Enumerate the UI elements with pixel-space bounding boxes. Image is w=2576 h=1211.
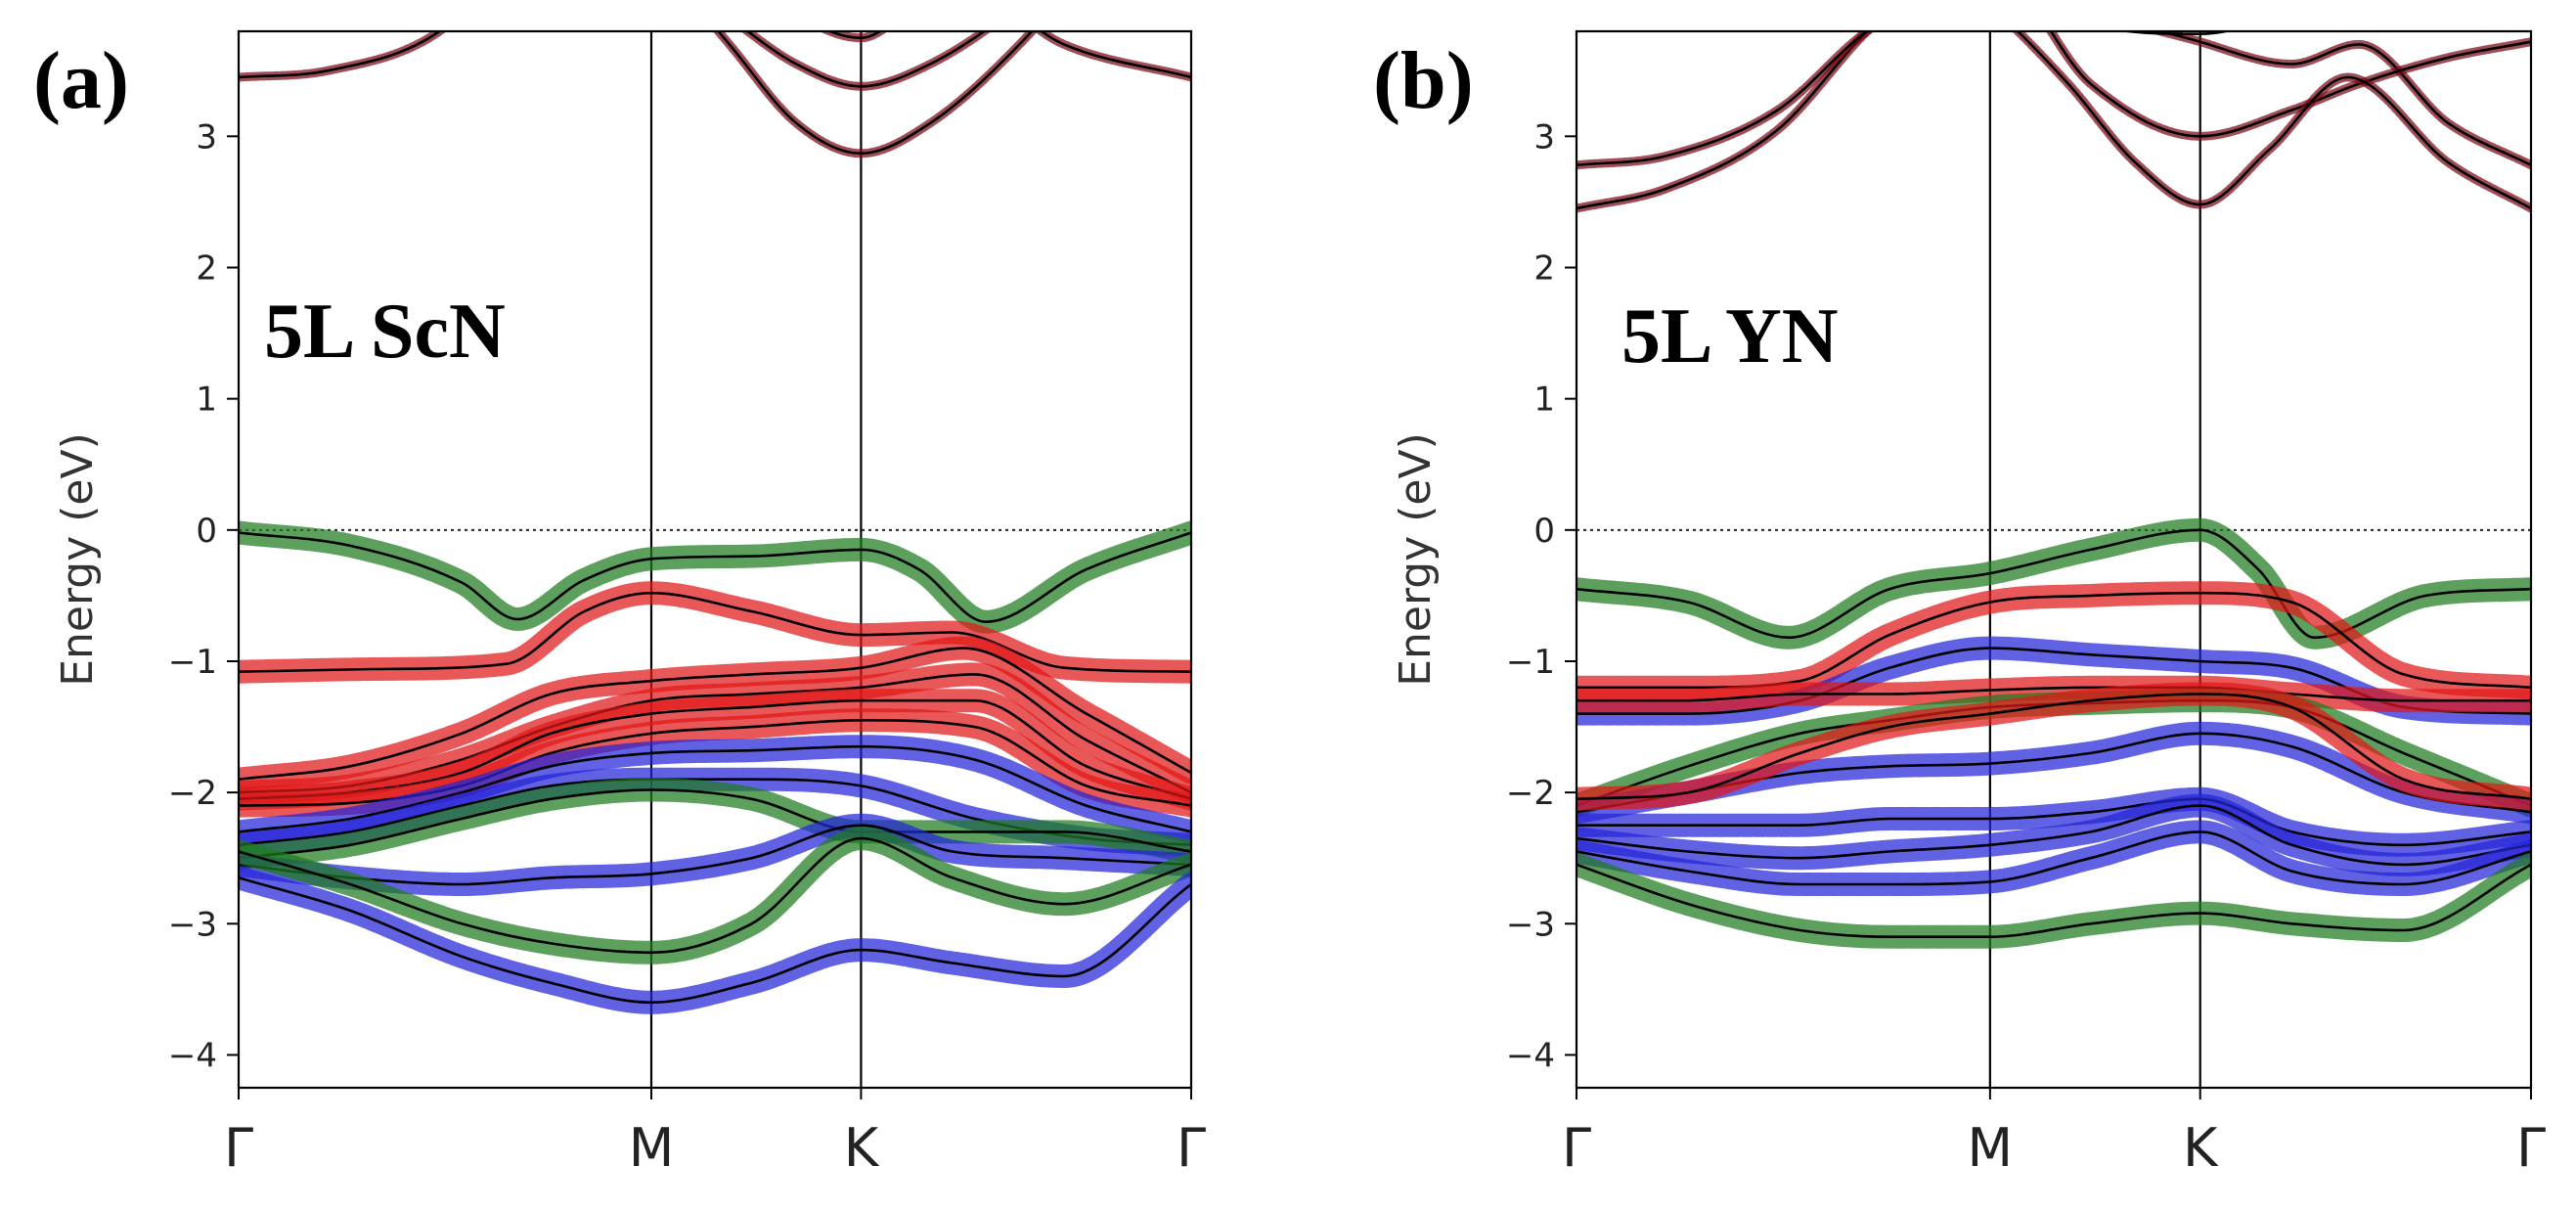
y-tick-label: 1 (1533, 381, 1555, 420)
band-line (1577, 830, 2531, 886)
band-line (1577, 686, 2531, 702)
band-line (1577, 804, 2531, 867)
panel-tag: (a) (33, 35, 129, 126)
x-tick-label: Γ (1562, 1117, 1591, 1179)
x-tick-label: M (629, 1117, 675, 1179)
y-tick-label: 1 (196, 381, 217, 420)
band-line (716, 31, 1034, 156)
x-tick-label: Γ (2516, 1117, 2546, 1179)
band-line (745, 31, 987, 88)
y-tick-label: 3 (1533, 117, 1555, 157)
y-tick-label: −3 (1506, 905, 1555, 944)
y-tick-label: −1 (168, 643, 217, 682)
material-label: 5L YN (1621, 293, 1839, 380)
band-line (239, 824, 1191, 886)
band-line (239, 876, 1191, 1005)
band-line (239, 531, 1191, 624)
plot-area (1577, 31, 2531, 1088)
band-line (1577, 863, 2531, 939)
band-line (1577, 528, 2531, 640)
band-line (239, 31, 1191, 79)
band-line (239, 788, 1191, 860)
panel-tag: (b) (1373, 35, 1474, 126)
x-tick-label: Γ (224, 1117, 253, 1179)
y-tick-label: −4 (1506, 1036, 1555, 1075)
band-line (1577, 797, 2531, 847)
y-tick-label: 2 (196, 248, 217, 288)
y-tick-label: −3 (168, 905, 217, 944)
plot-frame (1575, 29, 2533, 1090)
band-line (2016, 31, 2531, 210)
plot-area (239, 31, 1191, 1088)
panel-a: 3 2 1 0 −1 −2 −3 −4 Γ M K Γ Energy (eV) (a) 5L ScN (33, 29, 1206, 1179)
y-tick-label: 3 (196, 117, 217, 157)
x-tick-label: K (844, 1117, 880, 1179)
y-tick-label: −4 (168, 1036, 217, 1075)
y-axis-label: Energy (eV) (53, 432, 103, 687)
x-tick-label: M (1968, 1117, 2014, 1179)
band-line (239, 591, 1191, 673)
plot-frame (237, 29, 1193, 1090)
x-tick-label: Γ (1177, 1117, 1206, 1179)
y-tick-label: −2 (168, 774, 217, 813)
band-line (1577, 31, 2531, 167)
y-tick-label: −2 (1506, 774, 1555, 813)
band-line (1577, 693, 2531, 801)
y-tick-label: −1 (1506, 643, 1555, 682)
y-tick-label: 0 (1533, 512, 1555, 551)
x-tick-label: K (2183, 1117, 2219, 1179)
band-line (2117, 31, 2232, 36)
band-line (239, 836, 1191, 955)
band-line (239, 744, 1191, 833)
band-projection (1577, 517, 2531, 650)
y-tick-label: 0 (196, 512, 217, 551)
panel-b: 3 2 1 0 −1 −2 −3 −4 Γ M K Γ Energy (eV) (b) 5L YN (1373, 29, 2546, 1179)
band-line (1577, 31, 2531, 210)
y-tick-label: 2 (1533, 248, 1555, 288)
band-projection (239, 31, 1191, 82)
band-line (239, 647, 1191, 781)
material-label: 5L ScN (264, 289, 506, 375)
y-axis-label: Energy (eV) (1391, 432, 1441, 687)
